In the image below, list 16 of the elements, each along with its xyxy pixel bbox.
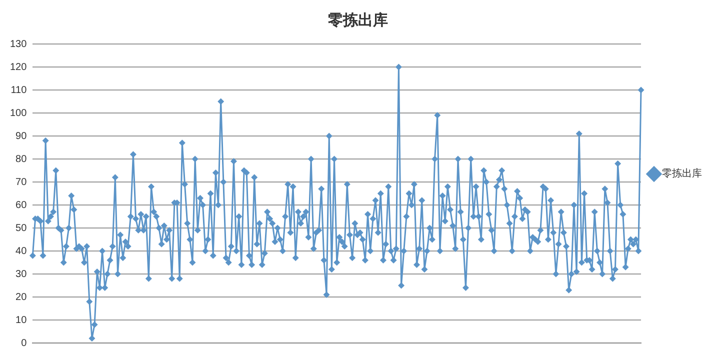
y-tick-label: 100 bbox=[10, 108, 28, 119]
y-tick-label: 110 bbox=[10, 84, 28, 96]
y-tick-label: 130 bbox=[10, 38, 28, 50]
y-tick-label: 120 bbox=[10, 62, 28, 73]
y-tick-label: 30 bbox=[16, 268, 28, 280]
y-tick-label: 70 bbox=[16, 176, 28, 188]
y-tick-label: 20 bbox=[16, 292, 28, 303]
y-tick-label: 60 bbox=[16, 200, 28, 211]
y-tick-label: 80 bbox=[16, 154, 28, 165]
y-tick-label: 90 bbox=[16, 130, 28, 142]
y-tick-label: 40 bbox=[16, 246, 28, 257]
chart-title: 零拣出库 bbox=[328, 10, 388, 29]
legend-label: 零拣出库 bbox=[662, 168, 702, 180]
y-tick-label: 50 bbox=[16, 222, 28, 234]
y-tick-label: 10 bbox=[16, 314, 28, 326]
y-tick-label: 0 bbox=[21, 338, 28, 349]
